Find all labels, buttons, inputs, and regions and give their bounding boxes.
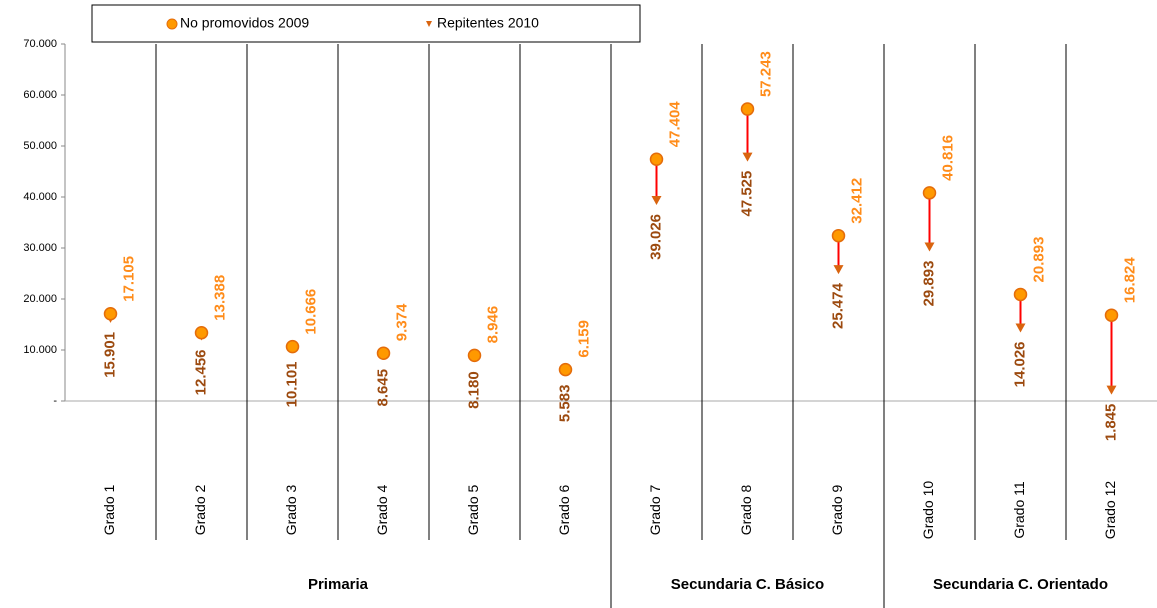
data-label: 17.105 (120, 256, 137, 302)
y-tick-label: 30.000 (23, 242, 57, 254)
marker-circle (467, 348, 482, 363)
marker-circle (194, 325, 209, 340)
x-tick-label: Grado 10 (920, 481, 936, 540)
y-tick-label: 60.000 (23, 89, 57, 101)
marker-triangle (924, 242, 935, 252)
data-label: 9.374 (393, 303, 410, 341)
data-label: 29.893 (920, 261, 937, 307)
data-label: 32.412 (848, 178, 865, 224)
legend-marker (426, 21, 432, 27)
x-tick-label: Grado 8 (738, 484, 754, 535)
group-label: Secundaria C. Orientado (933, 576, 1108, 593)
data-label: 8.645 (374, 369, 391, 407)
x-tick-label: Grado 1 (101, 484, 117, 535)
x-tick-label: Grado 5 (465, 484, 481, 535)
data-label: 20.893 (1030, 237, 1047, 283)
x-tick-label: Grado 6 (556, 484, 572, 535)
legend-label: No promovidos 2009 (180, 15, 309, 31)
data-label: 57.243 (757, 51, 774, 97)
marker-triangle (833, 265, 844, 275)
y-tick-label: 20.000 (23, 293, 57, 305)
data-label: 40.816 (939, 135, 956, 181)
marker-circle (1104, 308, 1119, 322)
x-tick-label: Grado 9 (829, 484, 845, 535)
group-label: Primaria (308, 576, 369, 593)
group-label: Secundaria C. Básico (671, 576, 824, 593)
data-label: 13.388 (211, 275, 228, 321)
x-tick-label: Grado 11 (1011, 481, 1027, 539)
marker-circle (922, 186, 937, 200)
y-tick-label: 50.000 (23, 140, 57, 152)
y-tick-label: 70.000 (23, 38, 57, 50)
x-tick-label: Grado 3 (283, 484, 299, 535)
marker-triangle (1015, 323, 1026, 333)
legend-box (91, 4, 641, 43)
x-tick-label: Grado 7 (647, 484, 663, 535)
data-label: 12.456 (192, 349, 209, 395)
marker-circle (740, 102, 755, 116)
y-tick-label: 40.000 (23, 191, 57, 203)
legend-label: Repitentes 2010 (437, 15, 539, 31)
data-label: 10.666 (302, 289, 319, 335)
data-label: 5.583 (556, 385, 573, 423)
data-label: 6.159 (575, 320, 592, 358)
data-label: 47.525 (738, 171, 755, 217)
marker-triangle (651, 195, 662, 205)
data-label: 8.946 (484, 306, 501, 344)
marker-circle (103, 307, 118, 321)
marker-circle (285, 339, 300, 354)
data-label: 47.404 (666, 101, 683, 148)
x-tick-label: Grado 2 (192, 484, 208, 535)
y-tick-label: - (53, 395, 57, 407)
marker-circle (376, 346, 391, 360)
marker-circle (558, 362, 573, 377)
data-label: 25.474 (829, 282, 846, 329)
y-tick-label: 10.000 (23, 344, 57, 356)
data-label: 8.180 (465, 371, 482, 409)
x-tick-label: Grado 4 (374, 484, 390, 535)
data-label: 39.026 (647, 214, 664, 260)
data-label: 15.901 (101, 332, 118, 378)
data-label: 1.845 (1102, 404, 1119, 442)
data-label: 16.824 (1121, 257, 1138, 304)
legend-marker (166, 18, 178, 30)
data-label: 10.101 (283, 361, 300, 407)
x-tick-label: Grado 12 (1102, 481, 1118, 540)
marker-circle (831, 228, 846, 243)
marker-circle (1013, 287, 1028, 302)
marker-circle (649, 152, 664, 166)
data-label: 14.026 (1011, 341, 1028, 387)
marker-triangle (742, 152, 753, 162)
marker-triangle (1106, 385, 1117, 395)
